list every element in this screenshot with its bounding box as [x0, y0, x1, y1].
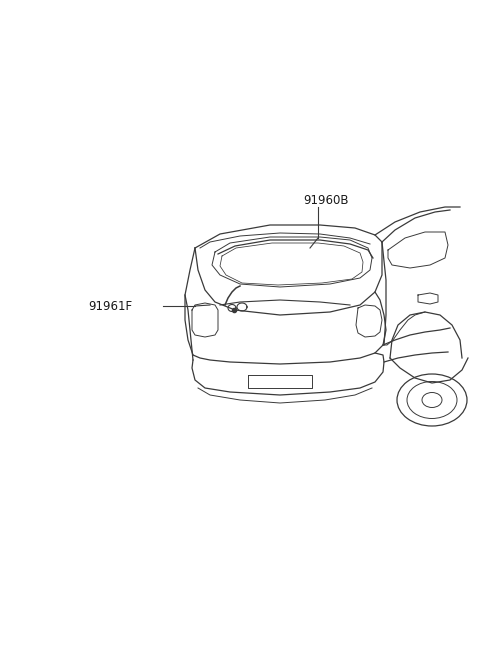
Text: 91960B: 91960B: [303, 193, 348, 206]
Text: 91961F: 91961F: [88, 299, 132, 312]
